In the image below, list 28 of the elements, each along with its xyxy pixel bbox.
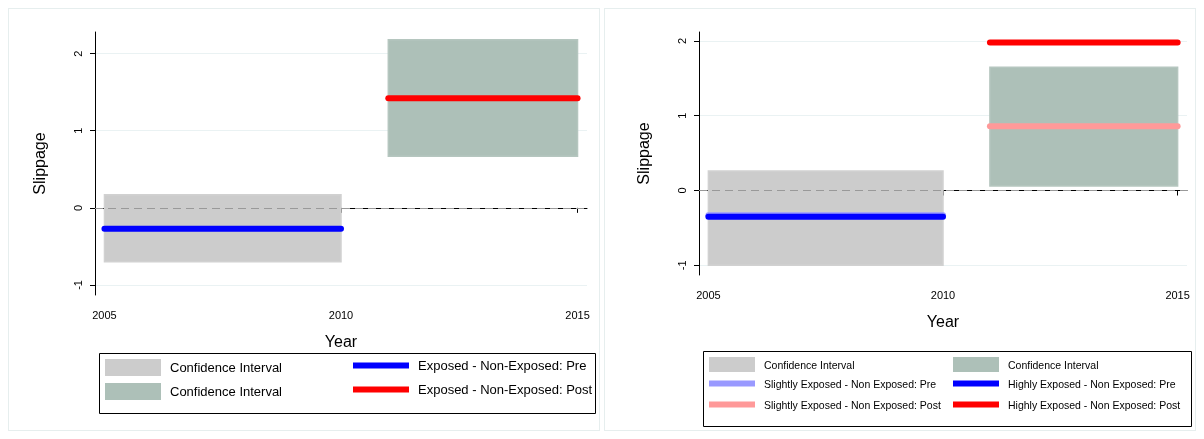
x-tick-label: 2005 xyxy=(696,288,721,301)
legend-label: Exposed - Non-Exposed: Pre xyxy=(418,358,587,373)
legend-label: Exposed - Non-Exposed: Post xyxy=(418,382,593,397)
x-tick-label: 2015 xyxy=(565,308,590,321)
y-tick-label: -1 xyxy=(675,260,688,271)
y-axis-title: Slippage xyxy=(30,132,48,195)
x-tick-label: 2005 xyxy=(92,308,117,321)
legend-label: Slightly Exposed - Non Exposed: Post xyxy=(764,398,941,411)
x-tick-label: 2015 xyxy=(1165,288,1190,301)
legend-label: Confidence Interval xyxy=(1008,358,1099,371)
x-tick-label: 2010 xyxy=(328,308,354,321)
y-tick-label: 1 xyxy=(71,127,84,134)
y-tick-label: 2 xyxy=(675,37,688,45)
y-tick-label: 0 xyxy=(675,187,688,194)
legend-label: Slightly Exposed - Non Exposed: Pre xyxy=(764,377,937,390)
legend-label: Confidence Interval xyxy=(170,384,283,399)
y-tick-label: -1 xyxy=(71,280,84,290)
legend-label: Confidence Interval xyxy=(764,358,855,371)
x-tick-label: 2010 xyxy=(930,288,956,301)
y-axis-title: Slippage xyxy=(634,122,652,185)
y-tick-label: 2 xyxy=(71,50,84,57)
legend-label: Highly Exposed - Non Exposed: Pre xyxy=(1008,377,1176,390)
legend-label: Confidence Interval xyxy=(170,360,283,375)
y-tick-label: 0 xyxy=(71,204,84,211)
legend-label: Highly Exposed - Non Exposed: Post xyxy=(1008,398,1181,411)
x-axis-title: Year xyxy=(324,332,358,350)
x-axis-title: Year xyxy=(926,312,960,330)
y-tick-label: 1 xyxy=(675,112,688,119)
